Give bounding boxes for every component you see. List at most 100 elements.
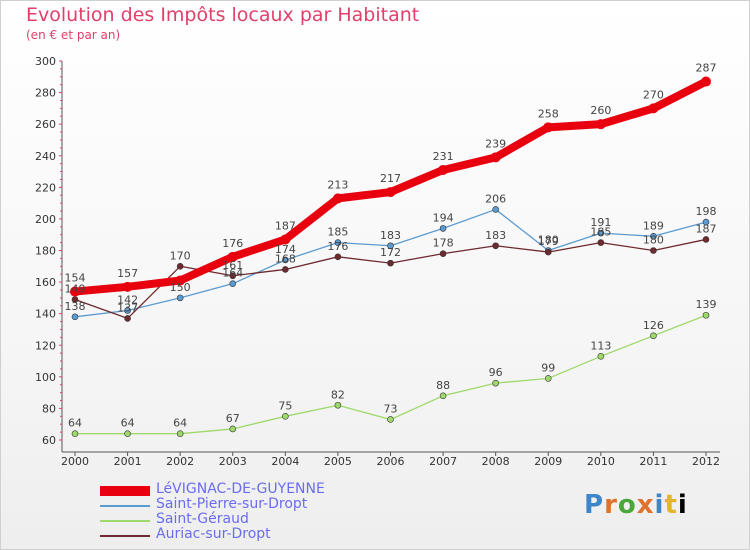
- data-point: [176, 294, 184, 302]
- data-point: [543, 122, 554, 133]
- data-label: 206: [485, 192, 506, 205]
- data-point: [229, 425, 237, 433]
- data-label: 287: [696, 62, 717, 75]
- data-point: [387, 242, 394, 250]
- x-tick-label: 2009: [534, 455, 562, 468]
- data-point: [227, 251, 238, 262]
- y-tick-label: 140: [35, 308, 56, 321]
- data-point: [702, 236, 710, 243]
- legend-label: LéVIGNAC-DE-GUYENNE: [156, 481, 325, 497]
- chart-subtitle: (en € et par an): [26, 28, 121, 42]
- data-label: 75: [278, 399, 292, 412]
- y-tick-label: 280: [35, 87, 56, 100]
- data-point: [122, 281, 133, 292]
- data-label: 64: [68, 417, 82, 430]
- legend-swatch: [100, 485, 150, 496]
- data-point: [334, 253, 342, 261]
- data-label: 183: [380, 229, 401, 242]
- data-label: 180: [643, 234, 664, 247]
- y-tick-label: 100: [35, 371, 56, 384]
- data-point: [385, 187, 396, 198]
- x-tick-label: 2003: [219, 455, 247, 468]
- data-label: 96: [489, 366, 503, 379]
- data-label: 88: [436, 379, 450, 392]
- x-tick-label: 2010: [587, 455, 615, 468]
- data-label: 191: [590, 216, 611, 229]
- data-point: [176, 262, 184, 270]
- data-label: 176: [327, 240, 348, 253]
- x-tick-label: 2002: [166, 455, 194, 468]
- data-label: 180: [538, 234, 559, 247]
- data-label: 149: [65, 282, 86, 295]
- data-label: 64: [121, 417, 135, 430]
- y-tick-label: 260: [35, 118, 56, 131]
- data-point: [70, 286, 80, 297]
- proxiti-logo: Proxiti: [584, 490, 688, 520]
- data-label: 64: [173, 417, 187, 430]
- data-point: [439, 250, 447, 257]
- data-point: [124, 315, 131, 322]
- data-point: [597, 229, 605, 237]
- data-label: 189: [643, 219, 664, 232]
- data-label: 113: [590, 339, 611, 352]
- y-tick-label: 220: [35, 181, 56, 194]
- x-tick-label: 2001: [114, 455, 142, 468]
- data-point: [332, 193, 343, 204]
- data-label: 157: [117, 267, 138, 280]
- x-tick-label: 2011: [639, 455, 667, 468]
- data-point: [701, 76, 711, 87]
- data-point: [282, 266, 289, 273]
- data-point: [71, 313, 79, 321]
- y-tick-label: 160: [35, 276, 56, 289]
- data-label: 258: [538, 107, 559, 120]
- data-label: 161: [222, 259, 243, 272]
- data-point: [175, 275, 186, 286]
- x-tick-label: 2008: [482, 455, 510, 468]
- data-label: 174: [275, 243, 296, 256]
- data-label: 170: [170, 249, 191, 262]
- data-point: [650, 232, 657, 240]
- data-label: 194: [433, 211, 454, 224]
- data-label: 172: [380, 246, 401, 259]
- data-label: 183: [485, 229, 506, 242]
- data-point: [438, 164, 449, 175]
- data-label: 185: [327, 226, 348, 239]
- data-label: 150: [170, 281, 191, 294]
- data-label: 82: [331, 388, 345, 401]
- data-label: 138: [65, 300, 86, 313]
- data-point: [282, 256, 289, 264]
- data-label: 99: [541, 361, 555, 374]
- data-label: 137: [117, 301, 138, 314]
- legend-label: Saint-Géraud: [156, 511, 249, 527]
- y-tick-label: 180: [35, 245, 56, 258]
- data-label: 73: [384, 402, 398, 415]
- x-tick-label: 2007: [429, 455, 457, 468]
- data-label: 126: [643, 319, 664, 332]
- data-label: 270: [643, 88, 664, 101]
- data-point: [282, 413, 289, 420]
- x-tick-label: 2012: [692, 455, 720, 468]
- data-label: 213: [327, 178, 348, 191]
- data-point: [229, 272, 237, 280]
- data-point: [544, 375, 552, 382]
- data-label: 231: [433, 150, 454, 163]
- data-label: 187: [696, 222, 717, 235]
- data-label: 178: [433, 237, 454, 250]
- data-label: 198: [696, 205, 717, 218]
- y-tick-label: 300: [35, 55, 56, 68]
- data-point: [492, 206, 499, 213]
- data-point: [595, 119, 606, 130]
- data-label: 239: [485, 137, 506, 150]
- data-label: 217: [380, 172, 401, 185]
- data-point: [650, 332, 657, 340]
- legend-swatch: [100, 519, 150, 522]
- data-point: [334, 401, 342, 409]
- y-tick-label: 80: [42, 402, 56, 415]
- data-label: 142: [117, 294, 138, 307]
- data-point: [702, 218, 710, 226]
- data-label: 139: [696, 298, 717, 311]
- y-tick-label: 200: [35, 213, 56, 226]
- data-point: [280, 234, 291, 245]
- data-point: [702, 311, 710, 319]
- legend-label: Saint-Pierre-sur-Dropt: [156, 496, 308, 512]
